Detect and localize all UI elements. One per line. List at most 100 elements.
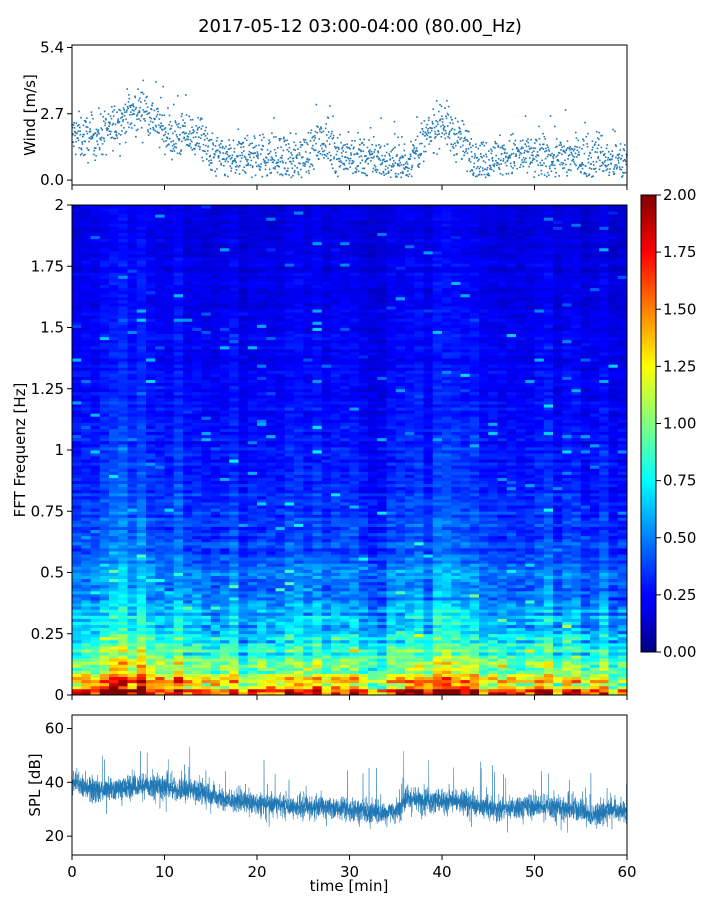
- spectrogram-cell: [617, 676, 628, 681]
- spectrogram-cell: [90, 658, 101, 662]
- wind-point: [83, 119, 86, 122]
- spectrogram-cell: [460, 667, 471, 671]
- wind-point: [499, 146, 502, 149]
- wind-point: [107, 113, 110, 115]
- spectrogram-cell: [321, 535, 332, 540]
- spectrogram-cell: [377, 557, 387, 561]
- wind-point: [222, 145, 224, 148]
- spectrogram-cell: [173, 590, 184, 595]
- spectrogram-cell: [488, 572, 498, 576]
- spectrogram-cell: [99, 535, 110, 540]
- wind-point: [578, 146, 581, 149]
- spectrogram-cell: [303, 627, 313, 632]
- wind-point: [309, 140, 312, 142]
- spectrogram-cell: [571, 612, 582, 616]
- spectrogram-cell: [127, 569, 138, 573]
- wind-point: [553, 164, 556, 167]
- spectrogram-cell: [451, 676, 461, 681]
- wind-point: [264, 164, 267, 167]
- wind-point: [431, 120, 434, 123]
- spectrogram-cell: [201, 603, 212, 607]
- wind-point: [498, 166, 500, 169]
- spectrogram-cell: [127, 575, 138, 580]
- spectrogram-cell: [590, 673, 600, 678]
- spectrogram-cell: [451, 682, 461, 687]
- wind-point: [405, 174, 407, 176]
- wind-point: [149, 132, 151, 134]
- wind-point: [86, 147, 88, 150]
- spectrogram-cell: [275, 624, 286, 629]
- spectrogram-cell: [543, 649, 554, 653]
- wind-point: [456, 153, 458, 155]
- spectrogram-cell: [414, 630, 424, 635]
- spectrogram-cell: [173, 541, 184, 546]
- spectrogram-cell: [81, 636, 91, 641]
- wind-point: [613, 172, 616, 175]
- wind-point: [621, 154, 623, 157]
- wind-point: [266, 174, 269, 176]
- spectrogram-cell: [543, 612, 554, 616]
- spectrogram-cell: [201, 551, 212, 555]
- spectrogram-cell: [275, 646, 286, 650]
- spectrogram-cell: [257, 682, 267, 687]
- wind-point: [611, 158, 613, 161]
- wind-point: [558, 144, 561, 146]
- spectrogram-cell: [81, 612, 91, 616]
- spectrogram-cell: [608, 658, 619, 662]
- spectrogram-cell: [553, 661, 563, 665]
- wind-point: [293, 141, 295, 144]
- wind-point: [336, 137, 339, 139]
- spectrogram-cell: [210, 627, 221, 632]
- spectrogram-cell: [497, 541, 508, 546]
- wind-point: [593, 168, 596, 170]
- spectrogram-cell: [608, 563, 619, 567]
- spectrogram-cell: [275, 661, 286, 665]
- spectrogram-cell: [617, 679, 628, 684]
- spectrogram-cell: [331, 649, 341, 653]
- wind-point: [209, 154, 212, 157]
- spectrogram-cell: [136, 575, 147, 580]
- spectrogram-cell: [405, 679, 415, 684]
- spectrogram-cell: [543, 655, 554, 659]
- spectrogram-cell: [275, 630, 286, 635]
- spectrogram-cell: [257, 661, 267, 665]
- wind-point: [234, 158, 236, 160]
- wind-point: [399, 156, 402, 159]
- spectrogram-cell: [136, 541, 147, 546]
- spectrogram-cell: [469, 566, 480, 570]
- spectrogram-cell: [210, 578, 221, 583]
- wind-point: [433, 126, 436, 129]
- spectrogram-cell: [590, 600, 600, 604]
- spectrogram-cell: [136, 597, 147, 601]
- wind-point: [333, 142, 336, 144]
- wind-point: [590, 163, 592, 165]
- spectrogram-cell: [395, 581, 406, 586]
- wind-point: [459, 146, 462, 148]
- wind-point: [568, 154, 571, 156]
- spectrogram-cell: [590, 636, 600, 641]
- spectrogram-cell: [349, 584, 360, 589]
- spectrogram-cell: [580, 575, 591, 580]
- spectrogram-cell: [516, 633, 526, 638]
- spectrogram-cell: [543, 679, 554, 684]
- spectrogram-cell: [220, 569, 230, 573]
- spectrogram-cell: [72, 639, 82, 644]
- spectrogram-cell: [164, 646, 175, 650]
- spectrogram-cell: [155, 532, 165, 537]
- spectrogram-cell: [553, 649, 563, 653]
- spectrogram-cell: [340, 609, 350, 613]
- wind-point: [293, 171, 296, 174]
- spectrogram-cell: [247, 691, 258, 696]
- spectrogram-cell: [99, 603, 110, 607]
- spectrogram-cell: [460, 682, 471, 687]
- spectrogram-cell: [516, 618, 526, 622]
- spectrogram-cell: [571, 554, 582, 558]
- wind-point: [219, 152, 222, 154]
- spectrogram-cell: [543, 557, 554, 561]
- spectrogram-cell: [81, 575, 91, 580]
- spectrogram-cell: [497, 551, 508, 555]
- spectrogram-cell: [312, 658, 323, 662]
- spectrogram-cell: [183, 563, 193, 567]
- wind-point: [355, 167, 357, 169]
- wind-point: [541, 147, 543, 149]
